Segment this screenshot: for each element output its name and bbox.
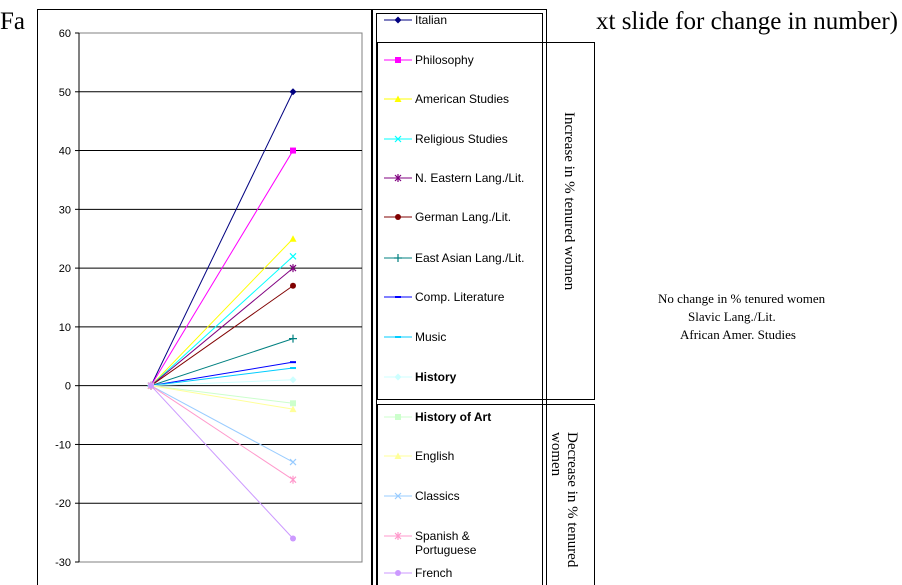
increase-group-box: [377, 42, 595, 400]
legend-marker: [394, 174, 402, 182]
data-point: [290, 361, 296, 364]
plot-frame: [78, 32, 363, 563]
y-tick-label: 60: [59, 28, 71, 40]
series-line: [150, 385, 294, 463]
series-line: [150, 91, 294, 386]
series-line: [150, 285, 294, 387]
legend-label: History: [415, 370, 457, 384]
legend-marker: [394, 452, 402, 459]
legend-marker: [395, 57, 401, 63]
data-point: [289, 252, 297, 260]
y-tick-label: 10: [59, 322, 71, 334]
y-tick-label: 50: [59, 87, 71, 99]
data-point: [290, 367, 296, 370]
data-point: [290, 400, 296, 407]
series-line: [150, 385, 294, 539]
y-tick-label: 40: [59, 146, 71, 158]
series-line: [150, 150, 294, 386]
legend-label: Music: [415, 330, 447, 344]
legend-label: History of Art: [415, 410, 492, 424]
legend-marker: [394, 95, 402, 102]
data-point: [289, 264, 297, 273]
series-line: [150, 238, 294, 387]
legend-marker: [395, 214, 401, 220]
legend-label: Comp. Literature: [415, 290, 505, 304]
series-line: [150, 379, 294, 387]
y-tick-label: -20: [55, 498, 71, 510]
legend-label: Spanish & Portuguese: [415, 529, 477, 557]
data-point: [148, 382, 154, 389]
series-line: [150, 385, 294, 410]
y-tick-label: 0: [65, 381, 71, 393]
slide-title-right: xt slide for change in number): [596, 8, 898, 35]
legend-marker: [394, 492, 402, 500]
legend-label: German Lang./Lit.: [415, 210, 512, 224]
data-point: [289, 334, 297, 343]
legend-label: N. Eastern Lang./Lit.: [415, 171, 525, 185]
series-line: [150, 367, 294, 387]
y-tick-label: -10: [55, 439, 71, 451]
y-tick-label: 30: [59, 204, 71, 216]
no-change-item: African Amer. Studies: [680, 327, 796, 342]
legend-marker: [394, 254, 402, 262]
data-point: [289, 88, 297, 96]
decrease-group-box: [377, 404, 595, 585]
y-tick-label: -30: [55, 557, 71, 569]
increase-label: Increase in % tenured women: [561, 112, 577, 291]
legend-outer-box: [372, 9, 547, 585]
legend-marker: [394, 373, 402, 381]
data-point: [289, 376, 297, 384]
legend-marker: [394, 135, 402, 143]
legend-inner-box: [376, 13, 543, 585]
series-line: [150, 385, 294, 481]
data-point: [289, 458, 297, 466]
data-point: [289, 235, 297, 242]
legend-marker: [394, 532, 402, 540]
data-point: [289, 475, 297, 484]
legend-label: Classics: [415, 489, 460, 503]
series-line: [150, 255, 294, 387]
series-line: [150, 361, 294, 387]
legend-label: French: [415, 566, 453, 580]
data-point: [290, 282, 296, 289]
y-tick-label: 20: [59, 263, 71, 275]
legend-label: English: [415, 449, 455, 463]
legend-marker: [395, 570, 401, 576]
data-point: [289, 405, 297, 413]
legend-marker: [395, 336, 401, 338]
data-point: [290, 147, 296, 154]
legend-label: Philosophy: [415, 53, 474, 67]
series-line: [150, 385, 294, 404]
no-change-note: No change in % tenured women Slavic Lang…: [640, 290, 902, 344]
legend-marker: [395, 296, 401, 298]
data-point: [290, 535, 296, 542]
legend-marker: [395, 414, 401, 420]
legend-label: Religious Studies: [415, 132, 508, 146]
legend-marker: [394, 16, 402, 24]
legend-label: Italian: [415, 13, 448, 27]
decrease-label: Decrease in % tenured women: [548, 432, 580, 568]
legend-label: American Studies: [415, 92, 510, 106]
legend-label: East Asian Lang./Lit.: [415, 251, 525, 265]
slide-title-left: Fa: [0, 8, 25, 35]
series-line: [150, 267, 294, 387]
no-change-item: Slavic Lang./Lit.: [688, 309, 776, 324]
no-change-title: No change in % tenured women: [658, 291, 826, 306]
series-line: [150, 338, 294, 387]
